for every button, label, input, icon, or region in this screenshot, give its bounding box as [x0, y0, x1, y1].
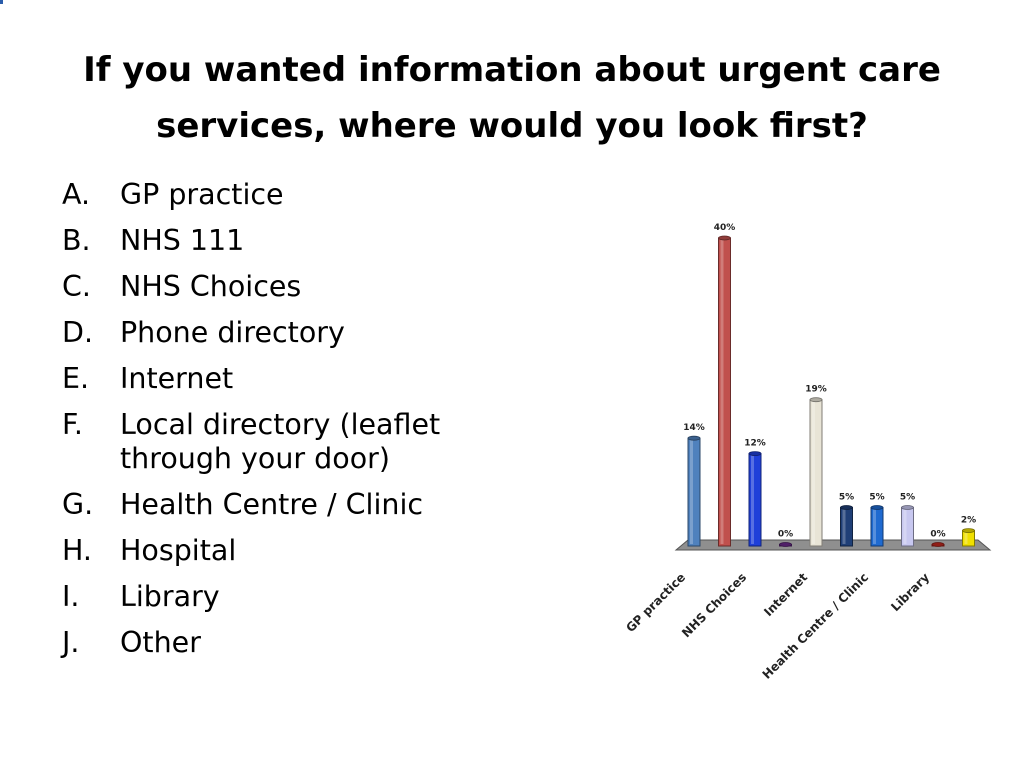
- option-letter: F.: [62, 408, 83, 441]
- option-letter: G.: [62, 488, 94, 521]
- option-text: GP practice: [120, 178, 284, 211]
- bar-data-label: 14%: [683, 423, 705, 433]
- option-item: F. Local directory (leaflet through your …: [62, 408, 502, 476]
- bar: [870, 507, 884, 547]
- slide-title: If you wanted information about urgent c…: [83, 50, 941, 146]
- x-tick-label: NHS Choices: [679, 570, 749, 640]
- bar-top: [870, 505, 884, 510]
- option-item: D. Phone directory: [62, 316, 502, 350]
- option-item: J. Other: [62, 626, 502, 660]
- answer-options-list: A. GP practice B. NHS 111 C. NHS Choices D.…: [62, 178, 502, 672]
- option-text: NHS 111: [120, 224, 245, 257]
- option-letter: I.: [62, 580, 80, 613]
- option-item: I. Library: [62, 580, 502, 614]
- bar-top: [748, 451, 762, 457]
- option-item: H. Hospital: [62, 534, 502, 568]
- bar-top: [962, 528, 975, 533]
- x-tick-label: GP practice: [623, 570, 688, 635]
- option-text: Health Centre / Clinic: [120, 488, 424, 521]
- option-letter: J.: [62, 626, 80, 659]
- bar-data-label: 19%: [805, 385, 827, 395]
- bar: [840, 507, 853, 547]
- option-text: Phone directory: [120, 316, 345, 349]
- bar-highlight: [873, 509, 876, 544]
- bar: [748, 453, 762, 547]
- bar-top: [840, 505, 853, 510]
- option-text: Local directory (leaflet through your do…: [120, 408, 441, 475]
- bar-data-label: 0%: [778, 530, 793, 540]
- bar-top: [901, 505, 914, 510]
- bar-data-label: 5%: [869, 493, 884, 503]
- corner-mark: [0, 0, 3, 4]
- option-item: C. NHS Choices: [62, 270, 502, 304]
- option-item: E. Internet: [62, 362, 502, 396]
- option-letter: C.: [62, 270, 91, 303]
- bar-data-label: 5%: [839, 493, 854, 503]
- option-letter: H.: [62, 534, 92, 567]
- bar-top: [931, 542, 945, 547]
- bar-top: [687, 435, 701, 441]
- option-item: A. GP practice: [62, 178, 502, 212]
- option-letter: B.: [62, 224, 91, 257]
- bar-highlight: [964, 532, 968, 544]
- x-tick-label: Health Centre / Clinic: [760, 570, 871, 681]
- bar-top: [809, 397, 823, 403]
- bar-highlight: [812, 401, 815, 544]
- bar-data-label: 40%: [714, 223, 736, 233]
- bar-highlight: [720, 240, 724, 544]
- bar-data-label: 5%: [900, 493, 915, 503]
- bar: [687, 437, 701, 547]
- option-item: G. Health Centre / Clinic: [62, 488, 502, 522]
- bar: [718, 237, 731, 547]
- option-text: NHS Choices: [120, 270, 302, 303]
- bar-top: [779, 542, 792, 547]
- bar-highlight: [903, 509, 907, 544]
- bar-highlight: [690, 440, 693, 544]
- option-text: Internet: [120, 362, 234, 395]
- bar-data-label: 2%: [961, 516, 976, 526]
- option-text: Library: [120, 580, 220, 613]
- option-letter: D.: [62, 316, 94, 349]
- bar-top: [718, 235, 731, 241]
- x-tick-label: Internet: [761, 570, 810, 619]
- x-tick-label: Library: [888, 570, 932, 614]
- bar-data-label: 0%: [930, 530, 945, 540]
- option-item: B. NHS 111: [62, 224, 502, 258]
- option-text: Other: [120, 626, 201, 659]
- option-letter: E.: [62, 362, 90, 395]
- option-letter: A.: [62, 178, 91, 211]
- option-text: Hospital: [120, 534, 237, 567]
- bar: [901, 507, 914, 547]
- bar: [809, 399, 823, 547]
- bar-data-label: 12%: [744, 439, 766, 449]
- bar-highlight: [842, 509, 846, 544]
- bar-highlight: [751, 455, 754, 544]
